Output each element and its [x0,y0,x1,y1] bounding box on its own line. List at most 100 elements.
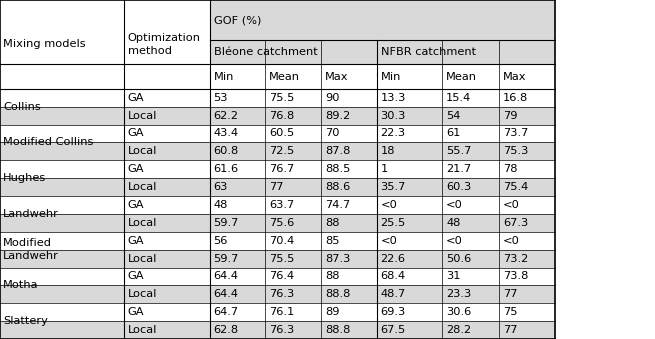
Text: 61: 61 [446,128,460,139]
Text: 48: 48 [446,218,460,228]
Text: 75.5: 75.5 [269,254,295,264]
Text: 85: 85 [325,236,339,246]
Text: <0: <0 [446,236,463,246]
Text: Local: Local [128,146,157,156]
Text: 61.6: 61.6 [214,164,238,174]
Text: 72.5: 72.5 [269,146,295,156]
Text: GA: GA [128,236,144,246]
Text: 22.3: 22.3 [381,128,405,139]
Text: 67.5: 67.5 [381,325,406,335]
Text: <0: <0 [503,236,520,246]
Bar [0,64,555,89]
Text: 90: 90 [325,93,339,103]
Bar [210,40,555,64]
Text: 59.7: 59.7 [214,218,239,228]
Text: 43.4: 43.4 [214,128,238,139]
Text: GA: GA [128,272,144,281]
Text: 70.4: 70.4 [269,236,295,246]
Text: 22.6: 22.6 [381,254,405,264]
Text: 88.8: 88.8 [325,289,350,299]
Text: <0: <0 [503,200,520,210]
Text: Mean: Mean [446,72,477,82]
Text: NFBR catchment: NFBR catchment [381,47,476,57]
Text: 62.8: 62.8 [214,325,238,335]
Text: 73.2: 73.2 [503,254,529,264]
Text: 50.6: 50.6 [446,254,472,264]
Text: 48: 48 [214,200,228,210]
Text: 23.3: 23.3 [446,289,472,299]
Text: 1: 1 [381,164,388,174]
Text: 68.4: 68.4 [381,272,405,281]
Text: GOF (%): GOF (%) [214,15,261,25]
Text: Bléone catchment: Bléone catchment [214,47,317,57]
Text: Mixing models: Mixing models [3,39,86,49]
Bar [0,178,555,196]
Bar [0,40,210,64]
Text: Min: Min [214,72,234,82]
Text: 76.7: 76.7 [269,164,295,174]
Text: 75.3: 75.3 [503,146,529,156]
Text: 31: 31 [446,272,460,281]
Bar [0,250,555,267]
Text: 76.1: 76.1 [269,307,295,317]
Text: 60.8: 60.8 [214,146,239,156]
Bar [0,124,555,142]
Text: 64.7: 64.7 [214,307,238,317]
Text: 87.8: 87.8 [325,146,350,156]
Text: 77: 77 [503,289,517,299]
Text: 73.8: 73.8 [503,272,529,281]
Text: Collins: Collins [3,102,41,112]
Bar [0,232,555,250]
Text: 30.6: 30.6 [446,307,472,317]
Text: <0: <0 [446,200,463,210]
Text: 75.4: 75.4 [503,182,529,192]
Text: Max: Max [325,72,348,82]
Text: 76.8: 76.8 [269,111,295,121]
Text: Motha: Motha [3,280,39,291]
Text: Local: Local [128,218,157,228]
Text: GA: GA [128,128,144,139]
Text: 76.4: 76.4 [269,272,294,281]
Text: 88.5: 88.5 [325,164,350,174]
Text: Local: Local [128,325,157,335]
Text: 75.5: 75.5 [269,93,295,103]
Text: 48.7: 48.7 [381,289,406,299]
Bar [0,142,555,160]
Text: <0: <0 [381,200,398,210]
Text: <0: <0 [381,236,398,246]
Bar [0,285,555,303]
Text: 77: 77 [269,182,284,192]
Text: 55.7: 55.7 [446,146,472,156]
Text: Min: Min [381,72,401,82]
Text: 15.4: 15.4 [446,93,472,103]
Text: 87.3: 87.3 [325,254,350,264]
Text: 60.3: 60.3 [446,182,472,192]
Text: 73.7: 73.7 [503,128,529,139]
Text: Local: Local [128,289,157,299]
Text: 63: 63 [214,182,228,192]
Text: Landwehr: Landwehr [3,209,59,219]
Bar [0,214,555,232]
Text: 77: 77 [503,325,517,335]
Text: 69.3: 69.3 [381,307,406,317]
Text: Max: Max [503,72,527,82]
Text: 89.2: 89.2 [325,111,350,121]
Text: Optimization
method: Optimization method [128,33,200,56]
Text: 89: 89 [325,307,339,317]
Text: 30.3: 30.3 [381,111,406,121]
Bar [0,107,555,124]
Text: 88: 88 [325,272,339,281]
Text: 28.2: 28.2 [446,325,471,335]
Text: Hughes: Hughes [3,173,47,183]
Text: Slattery: Slattery [3,316,48,326]
Text: 70: 70 [325,128,339,139]
Text: GA: GA [128,307,144,317]
Bar [0,303,555,321]
Text: 88.8: 88.8 [325,325,350,335]
Text: Local: Local [128,254,157,264]
Text: Mean: Mean [269,72,300,82]
Text: 76.3: 76.3 [269,325,295,335]
Text: 59.7: 59.7 [214,254,239,264]
Text: 63.7: 63.7 [269,200,295,210]
Text: 62.2: 62.2 [214,111,238,121]
